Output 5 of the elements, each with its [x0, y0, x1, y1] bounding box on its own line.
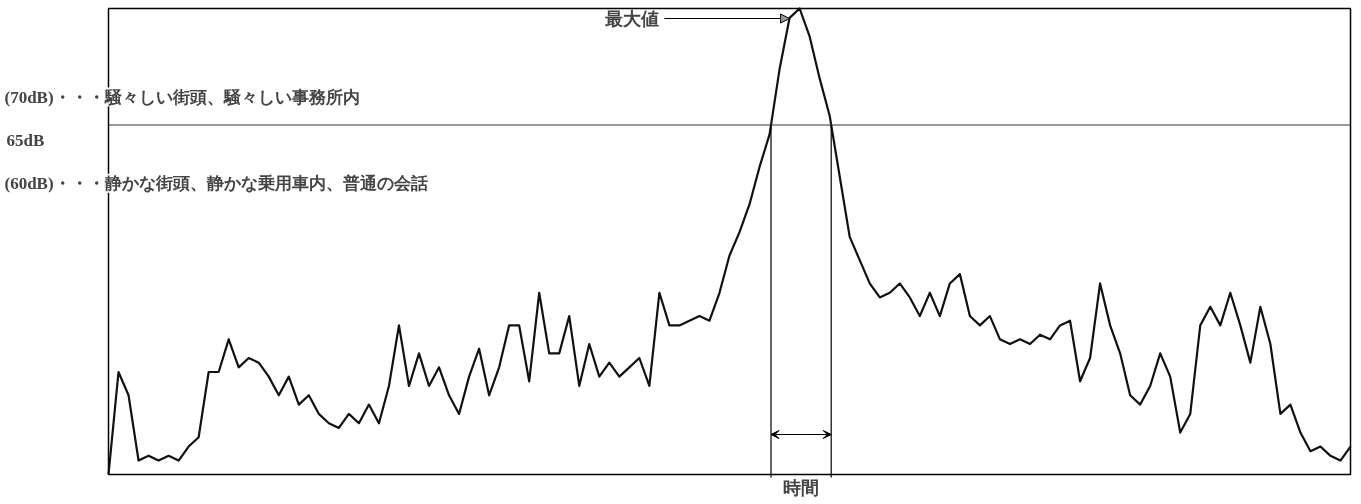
text: 時間 [783, 477, 820, 498]
annotation: (60dB)・・・静かな街頭、静かな乗用車内、普通の会話 [4, 172, 428, 193]
ref-line-label: 65dB [6, 131, 45, 150]
annotation: 最大値 [604, 8, 660, 29]
annotation: (70dB)・・・騒々しい街頭、騒々しい事務所内 [4, 87, 360, 107]
